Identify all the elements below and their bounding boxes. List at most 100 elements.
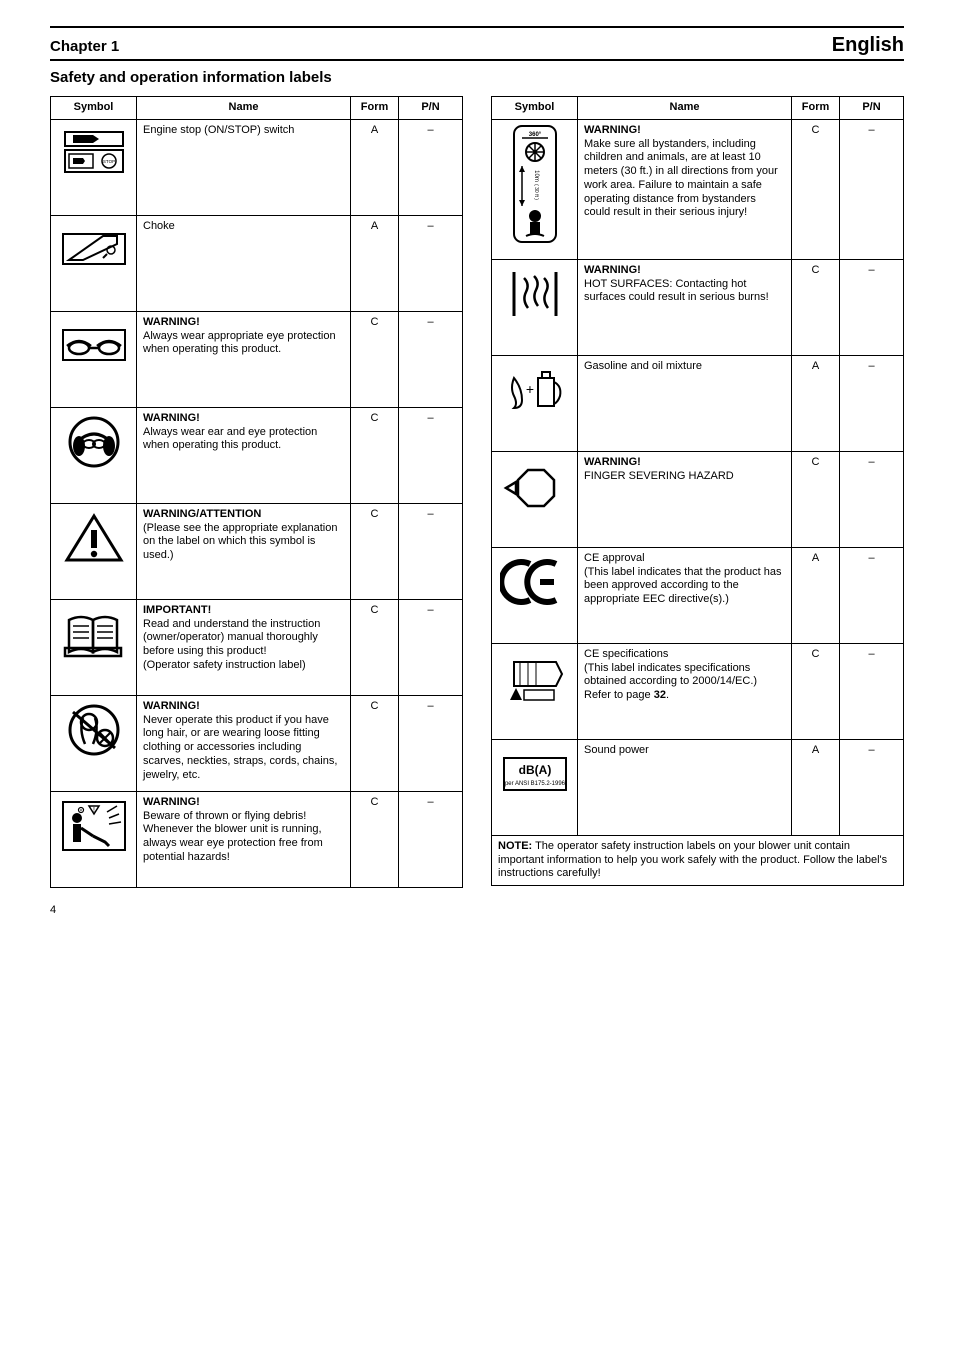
eyewear-icon [51,311,137,407]
left-column: Symbol Name Form P/N Engine stop (ON/STO… [50,96,463,888]
sound-power-icon [492,739,578,835]
table-row: WARNING!Never operate this product if yo… [51,695,463,791]
page: Chapter 1 English Safety and operation i… [0,0,954,928]
read-manual-icon [51,599,137,695]
stop-switch-icon [51,119,137,215]
header-form: Form [792,97,840,120]
symbol-table-right: Symbol Name Form P/N WARNING!Make sure a… [491,96,904,886]
choke-icon [51,215,137,311]
header-form: Form [351,97,399,120]
finger-severing-icon [492,451,578,547]
hot-surface-icon [492,259,578,355]
symbol-form: A [351,215,399,311]
symbol-name: CE approval(This label indicates that th… [578,547,792,643]
table-row: IMPORTANT!Read and understand the instru… [51,599,463,695]
symbol-table-left: Symbol Name Form P/N Engine stop (ON/STO… [50,96,463,888]
symbol-form: C [351,503,399,599]
table-row: WARNING!Always wear appropriate eye prot… [51,311,463,407]
symbol-name: WARNING!Never operate this product if yo… [137,695,351,791]
symbol-form: C [351,599,399,695]
ear-eye-icon [51,407,137,503]
symbol-form: C [792,259,840,355]
note-row: NOTE: The operator safety instruction la… [492,835,904,885]
symbol-name: WARNING!Always wear ear and eye protecti… [137,407,351,503]
table-header-row: Symbol Name Form P/N [492,97,904,120]
columns: Symbol Name Form P/N Engine stop (ON/STO… [50,96,904,888]
symbol-name: WARNING!HOT SURFACES: Contacting hot sur… [578,259,792,355]
header-partno: P/N [840,97,904,120]
symbol-name: WARNING!FINGER SEVERING HAZARD [578,451,792,547]
symbol-form: C [792,451,840,547]
table-row: WARNING!FINGER SEVERING HAZARDC– [492,451,904,547]
symbol-partno: – [399,695,463,791]
symbol-partno: – [399,407,463,503]
symbol-form: A [792,739,840,835]
symbol-name: WARNING!Make sure all bystanders, includ… [578,119,792,259]
symbol-name: WARNING!Always wear appropriate eye prot… [137,311,351,407]
header-name: Name [578,97,792,120]
table-row: WARNING!Make sure all bystanders, includ… [492,119,904,259]
table-row: CE approval(This label indicates that th… [492,547,904,643]
symbol-partno: – [399,503,463,599]
symbol-partno: – [399,119,463,215]
symbol-partno: – [399,599,463,695]
symbol-partno: – [840,355,904,451]
table-row: WARNING/ATTENTION(Please see the appropr… [51,503,463,599]
top-rule [50,26,904,28]
symbol-form: A [792,547,840,643]
fuel-oil-mix-icon [492,355,578,451]
header-name: Name [137,97,351,120]
symbol-partno: – [399,311,463,407]
symbol-name: Gasoline and oil mixture [578,355,792,451]
section-title: Safety and operation information labels [50,69,904,86]
table-body-right: WARNING!Make sure all bystanders, includ… [492,119,904,885]
bystander-distance-icon [492,119,578,259]
table-row: Sound powerA– [492,739,904,835]
symbol-partno: – [399,791,463,887]
symbol-name: Sound power [578,739,792,835]
header-symbol: Symbol [492,97,578,120]
symbol-name: Choke [137,215,351,311]
table-row: CE specifications(This label indicates s… [492,643,904,739]
symbol-name: Engine stop (ON/STOP) switch [137,119,351,215]
hair-hazard-icon [51,695,137,791]
chapter-language: English [832,34,904,57]
table-row: WARNING!Beware of thrown or flying debri… [51,791,463,887]
specifications-icon [492,643,578,739]
symbol-partno: – [840,451,904,547]
symbol-partno: – [399,215,463,311]
symbol-form: C [792,119,840,259]
table-row: WARNING!HOT SURFACES: Contacting hot sur… [492,259,904,355]
symbol-form: A [792,355,840,451]
chapter-bar: Chapter 1 English [50,34,904,61]
symbol-form: C [351,311,399,407]
table-row: Engine stop (ON/STOP) switchA– [51,119,463,215]
symbol-partno: – [840,643,904,739]
header-symbol: Symbol [51,97,137,120]
flying-debris-icon [51,791,137,887]
table-row: ChokeA– [51,215,463,311]
symbol-partno: – [840,739,904,835]
symbol-partno: – [840,119,904,259]
symbol-partno: – [840,259,904,355]
ce-mark-icon [492,547,578,643]
symbol-name: WARNING/ATTENTION(Please see the appropr… [137,503,351,599]
symbol-form: C [792,643,840,739]
table-body-left: Engine stop (ON/STOP) switchA–ChokeA–WAR… [51,119,463,887]
header-partno: P/N [399,97,463,120]
page-number: 4 [50,904,56,916]
symbol-name: WARNING!Beware of thrown or flying debri… [137,791,351,887]
symbol-form: C [351,791,399,887]
symbol-form: C [351,407,399,503]
warning-triangle-icon [51,503,137,599]
note-text: NOTE: The operator safety instruction la… [492,835,904,885]
right-column: Symbol Name Form P/N WARNING!Make sure a… [491,96,904,886]
symbol-name: IMPORTANT!Read and understand the instru… [137,599,351,695]
symbol-name: CE specifications(This label indicates s… [578,643,792,739]
symbol-form: A [351,119,399,215]
chapter-title: Chapter 1 [50,38,119,55]
symbol-form: C [351,695,399,791]
symbol-partno: – [840,547,904,643]
table-row: WARNING!Always wear ear and eye protecti… [51,407,463,503]
table-header-row: Symbol Name Form P/N [51,97,463,120]
